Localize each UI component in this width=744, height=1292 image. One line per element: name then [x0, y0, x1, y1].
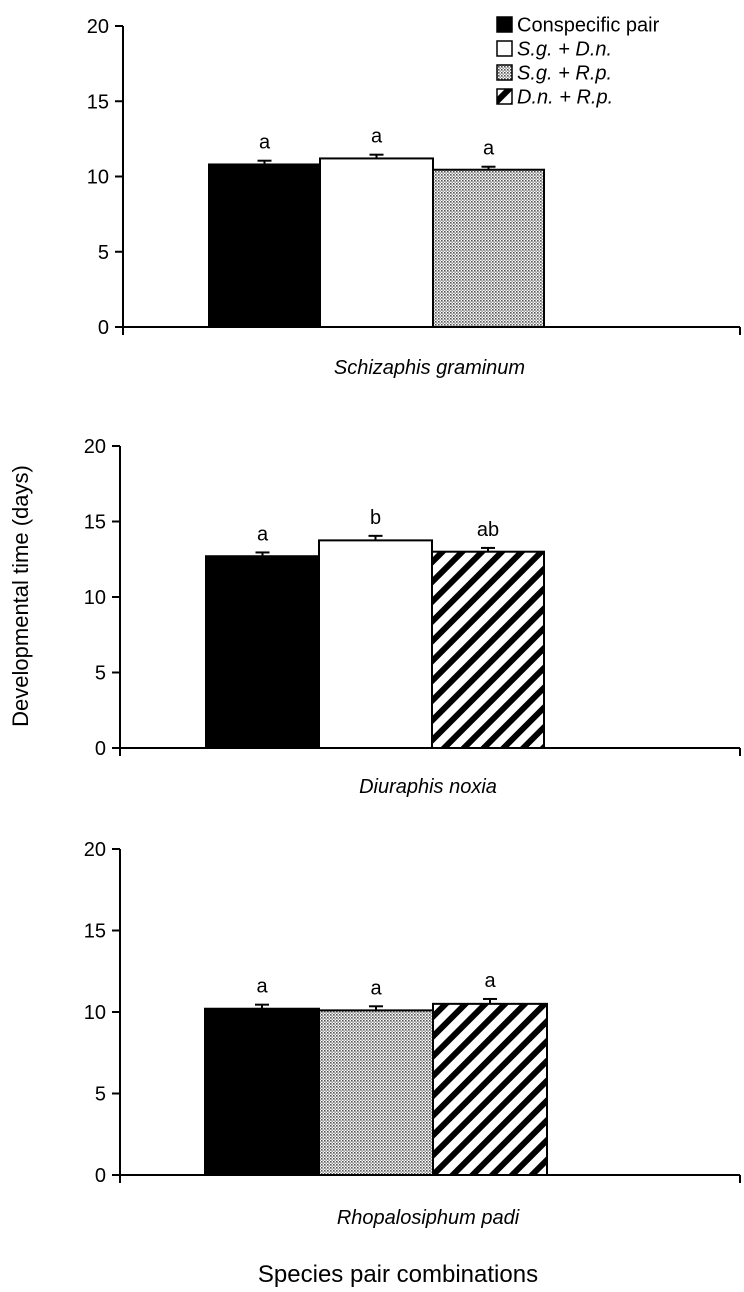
y-tick-label: 10: [84, 1002, 106, 1024]
significance-letter: a: [259, 132, 271, 154]
bar-conspecific: [205, 555, 320, 749]
significance-letter: a: [257, 523, 269, 545]
y-axis-label: Developmental time (days): [8, 465, 33, 727]
panel-subtitle: Rhopalosiphum padi: [337, 1207, 520, 1229]
y-tick-label: 15: [84, 512, 106, 534]
y-tick-label: 20: [84, 839, 106, 861]
y-tick-label: 5: [95, 1084, 106, 1106]
legend-label: S.g. + R.p.: [517, 63, 612, 85]
bar-conspecific: [204, 1007, 320, 1176]
y-tick-label: 5: [95, 663, 106, 685]
legend-label: S.g. + D.n.: [517, 39, 612, 61]
y-tick-label: 0: [95, 1165, 106, 1187]
significance-letter: a: [370, 977, 382, 999]
y-tick-label: 15: [87, 91, 109, 113]
panel-1: a a a 0 5 10 15 20 Schizaphis graminum: [87, 16, 741, 379]
legend-swatch: [496, 88, 513, 105]
significance-letter: ab: [477, 519, 499, 541]
significance-letter: b: [370, 507, 381, 529]
legend-item-sg_dn: S.g. + D.n.: [496, 39, 612, 61]
legend-swatch: [496, 64, 513, 81]
legend-item-conspecific: Conspecific pair: [496, 15, 660, 37]
significance-letter: a: [371, 126, 383, 148]
legend-swatch: [496, 16, 513, 33]
legend-item-sg_rp: S.g. + R.p.: [496, 63, 612, 85]
significance-letter: a: [256, 976, 268, 998]
bar-dn_rp: [432, 1002, 548, 1176]
significance-letter: a: [483, 138, 495, 160]
bar-conspecific: [208, 163, 321, 328]
bar-sg_rp: [318, 1009, 434, 1176]
legend-label: Conspecific pair: [517, 15, 660, 37]
y-tick-label: 20: [84, 436, 106, 458]
panel-3: a a a 0 5 10 15 20 Rhopalosiphum padi: [84, 839, 741, 1229]
bar-sg_dn: [319, 157, 434, 328]
panel-subtitle: Diuraphis noxia: [359, 776, 497, 798]
y-tick-label: 0: [98, 317, 109, 339]
legend-item-dn_rp: D.n. + R.p.: [496, 87, 613, 109]
y-tick-label: 15: [84, 921, 106, 943]
y-tick-label: 5: [98, 242, 109, 264]
y-tick-label: 20: [87, 16, 109, 38]
panel-subtitle: Schizaphis graminum: [334, 357, 525, 379]
significance-letter: a: [484, 970, 496, 992]
bar-dn_rp: [431, 550, 545, 750]
x-axis-label: Species pair combinations: [258, 1261, 538, 1288]
bar-sg_rp: [432, 168, 545, 328]
legend-label: D.n. + R.p.: [517, 87, 613, 109]
y-tick-label: 10: [84, 587, 106, 609]
y-tick-label: 0: [95, 738, 106, 760]
y-tick-label: 10: [87, 167, 109, 189]
bar-sg_dn: [318, 539, 433, 749]
legend-swatch: [496, 40, 513, 57]
